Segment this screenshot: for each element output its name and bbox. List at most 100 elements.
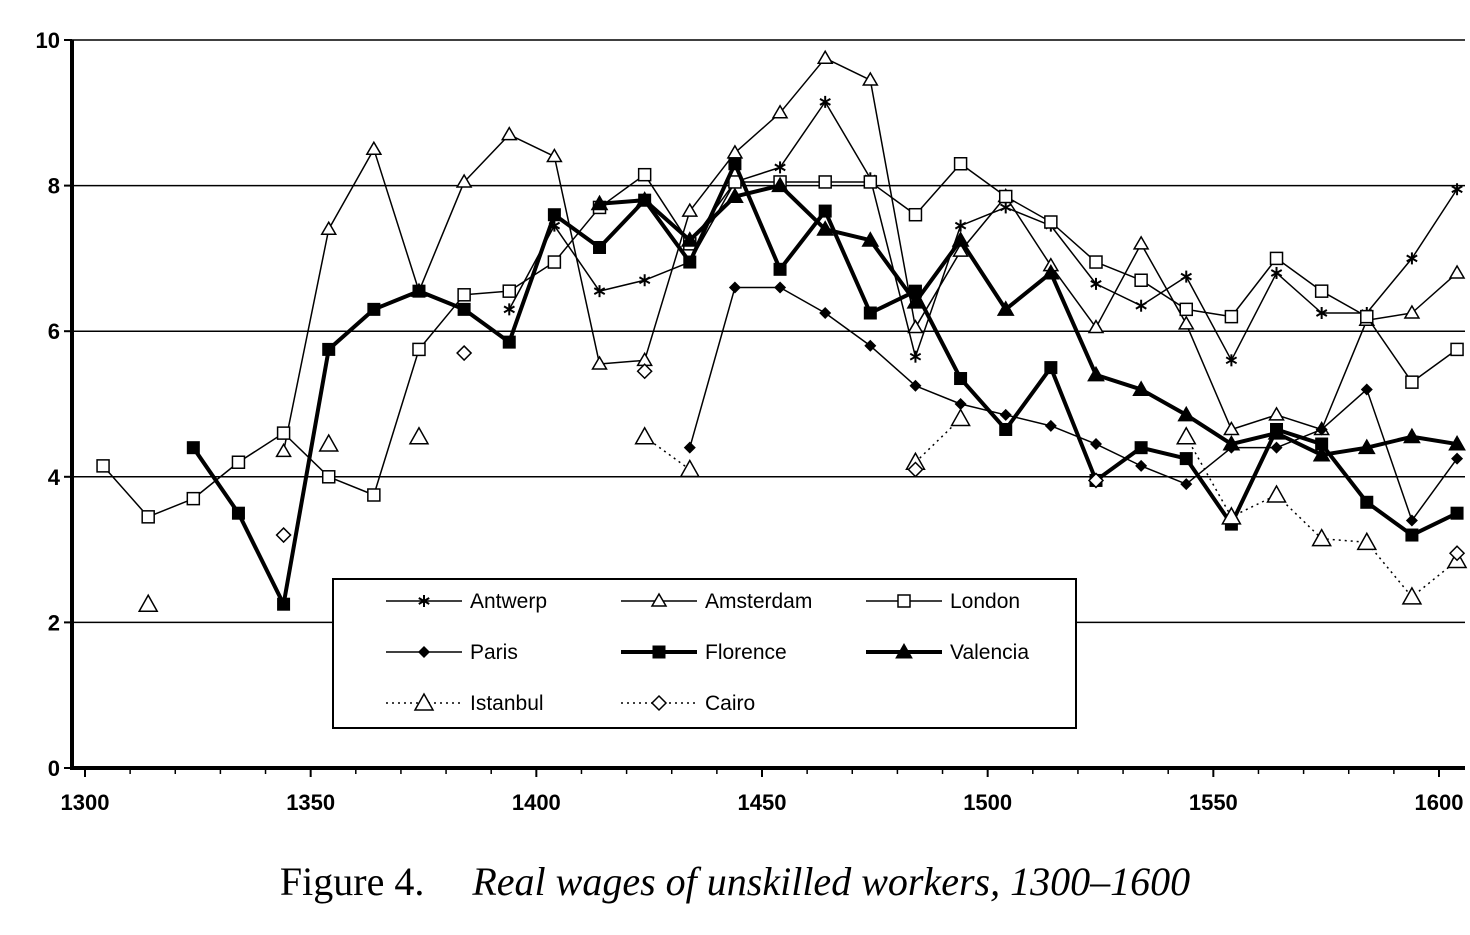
data-point-istanbul: [1356, 531, 1378, 551]
x-tick-label-1600: 1600: [1415, 790, 1464, 815]
data-point-antwerp: [954, 219, 967, 232]
marker-stroke: [1315, 309, 1328, 317]
data-point-antwerp: [1090, 277, 1102, 290]
data-point-london: [1134, 273, 1148, 287]
data-point-valencia: [590, 194, 609, 211]
data-point-london: [321, 470, 336, 484]
data-point-antwerp: [1270, 266, 1283, 279]
axes: 0 2 4 6 8 10 1300 1350 1400 1450 1500 1550 1600: [36, 28, 1465, 815]
data-point-valencia: [1222, 435, 1241, 451]
data-point-paris: [954, 398, 967, 410]
data-point-florence: [547, 208, 561, 222]
data-point-valencia: [1357, 438, 1376, 455]
data-point-london: [637, 167, 652, 182]
data-point-florence: [728, 157, 742, 171]
x-tick-label-1450: 1450: [738, 790, 787, 815]
data-point-valencia: [1087, 365, 1105, 382]
data-point-florence: [863, 306, 877, 320]
y-tick-label-4: 4: [48, 465, 61, 490]
data-point-amsterdam: [500, 126, 518, 141]
data-point-florence: [322, 342, 336, 356]
data-point-london: [186, 491, 201, 506]
data-point-amsterdam: [681, 202, 699, 217]
y-tick-label-2: 2: [48, 610, 60, 635]
data-point-florence: [1360, 495, 1374, 509]
data-point-florence: [1044, 361, 1058, 375]
data-point-istanbul: [1401, 586, 1423, 605]
data-point-london: [908, 207, 923, 222]
data-point-london: [96, 459, 110, 473]
data-point-antwerp: [909, 350, 922, 363]
data-point-amsterdam: [816, 49, 834, 64]
data-point-antwerp: [1451, 183, 1463, 196]
data-point-london: [998, 189, 1013, 204]
data-point-valencia: [1041, 263, 1060, 280]
series-paris: [683, 281, 1464, 527]
data-point-amsterdam: [320, 220, 338, 236]
data-point-amsterdam: [275, 442, 292, 458]
data-point-istanbul: [1266, 484, 1287, 503]
data-point-london: [1179, 302, 1194, 317]
figure-caption: Figure 4. Real wages of unskilled workers…: [0, 858, 1470, 905]
data-point-florence: [186, 441, 200, 455]
data-point-paris: [864, 339, 877, 352]
data-point-valencia: [1403, 427, 1421, 444]
data-point-florence: [367, 302, 381, 316]
data-point-london: [1405, 375, 1419, 389]
data-point-london: [547, 255, 562, 269]
data-point-valencia: [1312, 445, 1331, 462]
data-point-paris: [1044, 419, 1057, 432]
data-point-paris: [1451, 452, 1464, 465]
data-point-valencia: [996, 300, 1015, 316]
data-point-florence: [1134, 441, 1148, 455]
data-point-antwerp: [1180, 270, 1192, 283]
data-point-cairo: [636, 363, 653, 380]
data-point-amsterdam: [862, 71, 879, 86]
data-point-valencia: [1267, 424, 1286, 440]
data-point-istanbul: [1221, 506, 1242, 525]
data-point-valencia: [1177, 405, 1196, 422]
y-tick-label-10: 10: [36, 28, 60, 53]
data-point-florence: [1405, 528, 1419, 542]
data-point-cairo: [275, 526, 292, 544]
data-point-paris: [909, 379, 922, 392]
legend-item-cairo: Cairo: [621, 692, 755, 715]
data-point-amsterdam: [1177, 315, 1195, 330]
data-point-paris: [1360, 383, 1373, 396]
data-point-london: [231, 455, 246, 469]
data-point-paris: [1315, 423, 1328, 436]
data-point-london: [863, 175, 878, 189]
marker-stroke: [418, 597, 430, 605]
legend-label-antwerp: Antwerp: [470, 590, 547, 613]
data-point-paris: [1270, 441, 1283, 454]
data-point-amsterdam: [1268, 406, 1285, 421]
data-point-antwerp: [819, 95, 831, 108]
data-point-london: [141, 510, 155, 524]
line-chart: 0 2 4 6 8 10 1300 1350 1400 1450 1500 1550 1600 Antw…: [36, 28, 1468, 815]
figure-title: Real wages of unskilled workers, 1300–16…: [472, 859, 1191, 904]
legend-item-istanbul: Istanbul: [386, 692, 544, 715]
data-point-amsterdam: [907, 319, 924, 334]
data-point-istanbul: [318, 433, 340, 452]
legend-label-istanbul: Istanbul: [470, 692, 544, 715]
data-point-antwerp: [593, 285, 606, 298]
legend-label-florence: Florence: [705, 641, 787, 664]
marker-stroke: [774, 163, 786, 172]
marker-stroke: [1000, 203, 1012, 212]
data-point-antwerp: [1000, 201, 1012, 214]
data-point-florence: [773, 262, 787, 276]
data-point-paris: [999, 408, 1012, 421]
x-tick-label-1550: 1550: [1189, 790, 1238, 815]
marker-stroke: [954, 221, 967, 230]
legend-label-cairo: Cairo: [705, 692, 755, 715]
data-point-amsterdam: [365, 140, 383, 155]
y-tick-label-8: 8: [48, 174, 60, 199]
legend-swatch-marker: [895, 642, 913, 659]
data-point-amsterdam: [952, 242, 969, 257]
data-point-london: [1360, 309, 1374, 324]
marker-stroke: [1270, 269, 1283, 277]
data-point-cairo: [1448, 545, 1466, 562]
legend-label-valencia: Valencia: [950, 641, 1029, 664]
legend-swatch-marker: [652, 645, 666, 659]
data-point-istanbul: [408, 426, 430, 445]
